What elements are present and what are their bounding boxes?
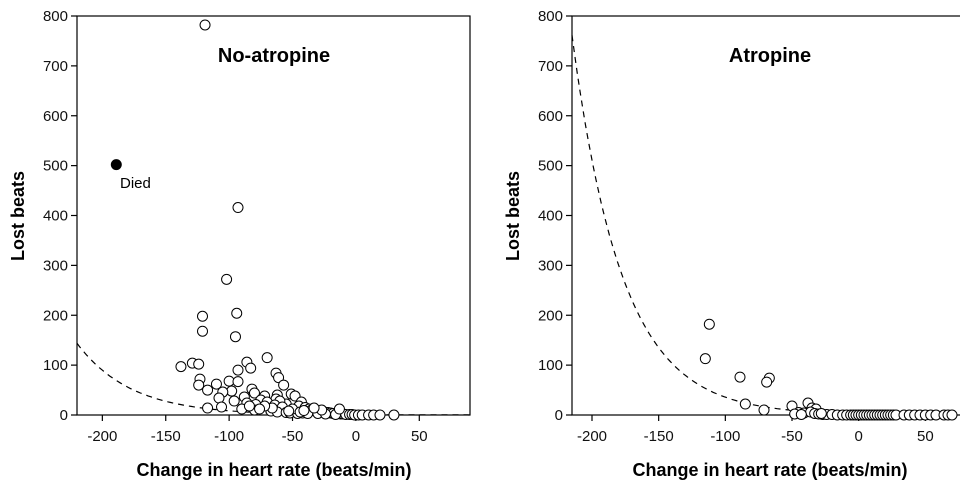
data-point bbox=[388, 409, 400, 421]
y-tick-label: 100 bbox=[43, 357, 68, 374]
data-point bbox=[197, 310, 209, 322]
data-point bbox=[254, 403, 266, 415]
x-tick-label: 50 bbox=[411, 428, 428, 445]
data-point bbox=[229, 331, 241, 343]
data-point bbox=[739, 398, 751, 410]
data-point-died bbox=[110, 159, 122, 171]
points-left bbox=[110, 19, 400, 421]
panel-atropine: Atropine Change in heart rate (beats/min… bbox=[503, 8, 960, 480]
y-axis-title-left: Lost beats bbox=[8, 171, 28, 261]
y-tick-label: 100 bbox=[538, 357, 563, 374]
points-right bbox=[699, 318, 958, 421]
x-tick-label: -100 bbox=[214, 428, 244, 445]
y-tick-label: 800 bbox=[538, 8, 563, 25]
fit-curve-right bbox=[571, 35, 960, 416]
x-tick-label: 50 bbox=[917, 428, 934, 445]
data-point bbox=[273, 372, 285, 384]
data-point bbox=[175, 361, 187, 373]
data-point bbox=[703, 318, 715, 330]
x-tick-label: -150 bbox=[644, 428, 674, 445]
y-tick-label: 0 bbox=[60, 407, 68, 424]
y-tick-label: 500 bbox=[43, 158, 68, 175]
data-point bbox=[228, 395, 240, 407]
data-point bbox=[946, 409, 958, 421]
data-point bbox=[815, 408, 827, 420]
data-point bbox=[193, 358, 205, 370]
x-axis-title-right: Change in heart rate (beats/min) bbox=[632, 460, 907, 480]
x-tick-label: -50 bbox=[781, 428, 803, 445]
data-point bbox=[213, 392, 225, 404]
x-tick-label: 0 bbox=[352, 428, 360, 445]
x-tick-label: -150 bbox=[151, 428, 181, 445]
y-tick-label: 700 bbox=[43, 58, 68, 75]
data-point bbox=[333, 403, 345, 415]
y-tick-label: 600 bbox=[538, 108, 563, 125]
data-point bbox=[761, 376, 773, 388]
data-point bbox=[283, 405, 295, 417]
y-tick-label: 500 bbox=[538, 158, 563, 175]
y-tick-label: 200 bbox=[538, 307, 563, 324]
data-point bbox=[199, 19, 211, 31]
data-point bbox=[232, 202, 244, 214]
data-point bbox=[202, 384, 214, 396]
data-point bbox=[308, 402, 320, 414]
data-point bbox=[232, 364, 244, 376]
y-tick-label: 0 bbox=[555, 407, 563, 424]
x-axis-title-left: Change in heart rate (beats/min) bbox=[136, 460, 411, 480]
panel-title-left: No-atropine bbox=[218, 45, 330, 67]
data-point bbox=[231, 307, 243, 319]
data-point bbox=[202, 402, 214, 414]
x-tick-label: -200 bbox=[577, 428, 607, 445]
y-tick-label: 800 bbox=[43, 8, 68, 25]
panel-no-atropine: No-atropine Change in heart rate (beats/… bbox=[8, 8, 471, 480]
data-point bbox=[221, 273, 233, 285]
data-point bbox=[210, 378, 222, 390]
plot-frame-right bbox=[571, 15, 960, 416]
data-point bbox=[261, 352, 273, 364]
y-tick-label: 700 bbox=[538, 58, 563, 75]
panel-title-right: Atropine bbox=[729, 45, 811, 67]
y-tick-label: 400 bbox=[43, 208, 68, 225]
data-point bbox=[734, 371, 746, 383]
data-point bbox=[245, 362, 257, 374]
y-tick-label: 400 bbox=[538, 208, 563, 225]
data-point bbox=[193, 379, 205, 391]
data-point bbox=[278, 379, 290, 391]
y-tick-label: 200 bbox=[43, 307, 68, 324]
data-point bbox=[243, 400, 255, 412]
x-tick-label: -200 bbox=[87, 428, 117, 445]
plot-frame-left bbox=[76, 15, 471, 416]
annotation-died: Died bbox=[120, 175, 151, 192]
y-tick-label: 300 bbox=[43, 257, 68, 274]
y-tick-label: 300 bbox=[538, 257, 563, 274]
x-tick-label: -100 bbox=[710, 428, 740, 445]
data-point bbox=[795, 409, 807, 421]
data-point bbox=[216, 401, 228, 413]
data-point bbox=[374, 409, 386, 421]
x-tick-label: 0 bbox=[854, 428, 862, 445]
data-point bbox=[699, 353, 711, 365]
data-point bbox=[232, 376, 244, 388]
data-point bbox=[197, 325, 209, 337]
y-axis-title-right: Lost beats bbox=[503, 171, 523, 261]
y-tick-label: 600 bbox=[43, 108, 68, 125]
data-point bbox=[248, 387, 260, 399]
x-tick-label: -50 bbox=[282, 428, 304, 445]
data-point bbox=[298, 405, 310, 417]
data-point bbox=[758, 404, 770, 416]
